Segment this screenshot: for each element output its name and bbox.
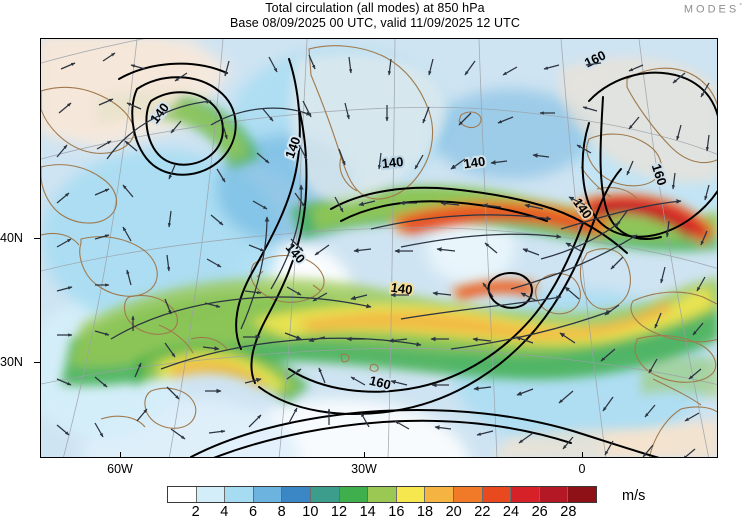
colorbar-cell <box>196 487 226 502</box>
colorbar-tick-label: 2 <box>191 504 200 520</box>
colorbar-cell <box>225 487 254 502</box>
y-axis-label-40n: 40N <box>0 231 23 245</box>
colorbar-units-label: m/s <box>622 488 646 504</box>
svg-text:140: 140 <box>390 280 414 298</box>
colorbar-tick-label: 12 <box>330 504 348 520</box>
colorbar-cell <box>425 487 454 502</box>
colorbar-cell <box>368 487 397 502</box>
geopotential-contours <box>118 58 717 457</box>
colorbar-cell <box>482 487 512 502</box>
graticule <box>41 39 717 457</box>
colorbar-tick-label: 22 <box>474 504 491 520</box>
svg-text:140: 140 <box>381 154 404 171</box>
colorbar-strip[interactable] <box>167 486 597 503</box>
map-canvas: 140 140 140 140 140 140 140 140 140 14 <box>41 39 717 457</box>
svg-text:140: 140 <box>282 135 304 161</box>
svg-text:140: 140 <box>381 154 404 171</box>
colorbar-tick-label: 20 <box>445 504 462 520</box>
chart-title-block: Total circulation (all modes) at 850 hPa… <box>0 0 750 31</box>
modes-logo: MODES° <box>684 3 742 16</box>
colorbar-cell <box>396 487 426 502</box>
colorbar-tick-label: 26 <box>531 504 548 520</box>
svg-text:140: 140 <box>463 154 487 172</box>
x-axis-label-0: 0 <box>578 462 586 476</box>
y-tick-40n <box>34 238 40 240</box>
colorbar-tick-label: 8 <box>277 504 286 520</box>
y-tick-30n <box>34 362 40 364</box>
chart-title: Total circulation (all modes) at 850 hPa <box>265 1 485 15</box>
colorbar-cell <box>511 487 540 502</box>
chart-subtitle: Base 08/09/2025 00 UTC, valid 11/09/2025… <box>229 16 521 30</box>
colorbar-tick-label: 28 <box>560 504 577 520</box>
modes-logo-text: MODES <box>683 3 740 16</box>
colorbar-tick-label: 24 <box>502 504 520 520</box>
colorbar-cell <box>253 487 283 502</box>
colorbar-tick-label: 10 <box>302 504 319 520</box>
x-tick-0 <box>582 452 584 458</box>
colorbar-cell <box>568 487 596 502</box>
colorbar-cell <box>310 487 340 502</box>
x-axis-label-60w: 60W <box>107 462 133 476</box>
colorbar-tick-label: 4 <box>220 504 229 520</box>
colorbar-tick-label: 6 <box>248 504 258 520</box>
colorbar-cell <box>453 487 483 502</box>
colorbar-tick-label: 18 <box>416 504 434 520</box>
modes-logo-mark: ° <box>739 3 742 10</box>
map-plot-area[interactable]: 140 140 140 140 140 140 140 140 140 14 <box>40 38 718 458</box>
svg-text:140: 140 <box>463 154 487 172</box>
colorbar-tick-label: 16 <box>388 504 405 520</box>
x-tick-60w <box>120 452 122 458</box>
wind-vectors <box>56 52 710 457</box>
x-axis-label-30w: 30W <box>351 462 377 476</box>
svg-text:160: 160 <box>649 162 670 187</box>
svg-text:160: 160 <box>368 373 393 393</box>
colorbar[interactable]: 2 4 6 8 10 12 14 16 18 20 22 24 26 28 <box>167 486 597 520</box>
y-axis-label-30n: 30N <box>0 355 23 369</box>
colorbar-cell <box>282 487 311 502</box>
x-tick-30w <box>364 452 366 458</box>
colorbar-cell <box>168 487 197 502</box>
colorbar-cell <box>539 487 569 502</box>
colorbar-tick-label: 14 <box>359 504 376 520</box>
colorbar-cell <box>339 487 369 502</box>
